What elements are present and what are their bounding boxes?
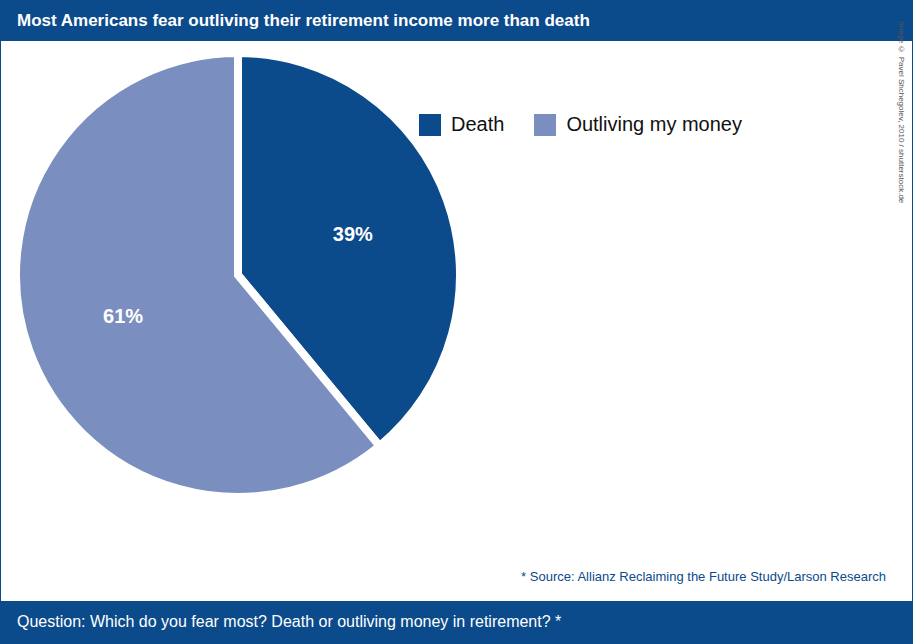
html-text:Death: Death	[451, 113, 505, 135]
svg-text:39%: 39%	[333, 223, 373, 245]
html-text:Most Americans fear outliving: Most Americans fear outliving their reti…	[17, 11, 590, 30]
svg-text:61%: 61%	[103, 305, 143, 327]
html-text:Outliving my money: Outliving my money	[566, 113, 742, 135]
html-text:Question: Which do you fear mo: Question: Which do you fear most? Death …	[17, 613, 562, 630]
html-text:Image © Pavel Shchegolev, 2010: Image © Pavel Shchegolev, 2010 / shutter…	[897, 21, 906, 204]
html-text:* Source: Allianz Reclaiming t: * Source: Allianz Reclaiming the Future …	[521, 569, 886, 584]
